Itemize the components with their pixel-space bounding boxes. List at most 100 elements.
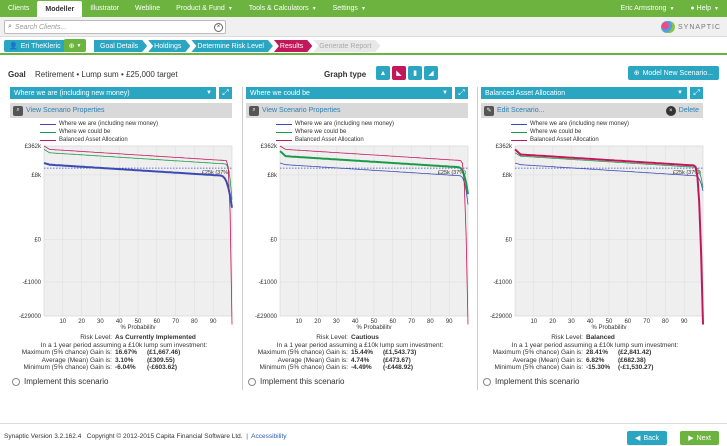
implement-radio[interactable] [12, 377, 20, 386]
scenario-dropdown-value: Where we could be [250, 89, 310, 97]
panel-divider [242, 87, 243, 390]
chevron-down-icon: ▼ [669, 5, 675, 12]
x-tick-label: 30 [568, 319, 575, 325]
graph-type-bar-icon[interactable]: ▮ [408, 66, 422, 80]
user-menu[interactable]: Eric Armstrong ▼ [613, 0, 683, 17]
step-results[interactable]: Results [274, 40, 312, 52]
graph-type-label: Graph type [324, 70, 367, 79]
copyright-text: Copyright © 2012-2015 Capita Financial S… [86, 433, 243, 440]
gain-percent-avg: 4.74% [351, 356, 370, 364]
scenario-dropdown[interactable]: Where we could be ▼ [246, 87, 452, 99]
legend-swatch [40, 139, 56, 141]
workflow-row: 👤 Eri TheKleric ⊕ ▼ Goal Details Holdings … [0, 37, 727, 55]
scenario-dropdown-value: Balanced Asset Allocation [485, 89, 566, 97]
gain-value-avg: (£682.38) [618, 356, 646, 364]
delete-button[interactable]: × Delete [665, 105, 699, 116]
gain-percent-min: -15.30% [586, 364, 611, 371]
model-new-scenario-button[interactable]: ⊕ Model New Scenario... [627, 66, 719, 80]
legend-label: Balanced Asset Allocation [530, 137, 599, 143]
chart-legend: Where we are (including new money) Where … [276, 120, 394, 144]
help-menu[interactable]: ● Help ▼ [682, 0, 727, 17]
x-tick-label: 10 [530, 319, 537, 325]
x-tick-label: 20 [549, 319, 556, 325]
x-tick-label: 40 [352, 319, 359, 325]
implement-radio[interactable] [483, 377, 491, 386]
gain-value-max: (£2,841.42) [618, 349, 652, 356]
x-tick-label: 80 [662, 319, 669, 325]
graph-type-probability-icon[interactable]: ◣ [392, 66, 406, 80]
implement-scenario-option[interactable]: Implement this scenario [248, 377, 344, 386]
series-line-3 [514, 148, 704, 325]
client-name: Eri TheKleric [20, 42, 61, 50]
tab-tools[interactable]: Tools & Calculators ▼ [241, 0, 325, 17]
x-tick-label: 30 [97, 319, 104, 325]
panel-divider [477, 87, 478, 390]
y-tick-label: £8k [267, 173, 278, 179]
y-tick-label: £0 [270, 238, 277, 244]
help-label: Help [696, 5, 712, 12]
risk-summary: Risk Level: Cautious In a 1 year period as… [246, 334, 474, 372]
legend-swatch [40, 131, 56, 133]
gain-value-max: (£1,543.73) [383, 349, 417, 356]
tab-settings[interactable]: Settings ▼ [325, 0, 374, 17]
view-properties-link[interactable]: View Scenario Properties [262, 107, 341, 114]
view-properties-link[interactable]: View Scenario Properties [26, 107, 105, 114]
gain-label-max: Maximum (5% chance) Gain is: [492, 349, 583, 356]
expand-icon[interactable]: ⤢ [219, 87, 232, 99]
next-button[interactable]: ▶ Next [680, 431, 719, 445]
clear-search-icon[interactable]: × [214, 23, 223, 32]
step-generate-report: Generate Report [313, 40, 380, 52]
gain-row-max: Maximum (5% chance) Gain is: 28.41% (£2,84… [481, 349, 709, 357]
graph-type-bell-icon[interactable]: ▲ [376, 66, 390, 80]
legend-item: Where we could be [276, 128, 394, 136]
gain-percent-min: -6.04% [115, 364, 136, 371]
scenario-dropdown-value: Where we are (including new money) [14, 89, 130, 97]
expand-icon[interactable]: ⤢ [455, 87, 468, 99]
scenario-dropdown[interactable]: Balanced Asset Allocation ▼ [481, 87, 687, 99]
tab-webline[interactable]: Webline [135, 5, 161, 12]
gain-label-avg: Average (Mean) Gain is: [41, 356, 112, 364]
expand-icon[interactable]: ⤢ [690, 87, 703, 99]
scenario-dropdown[interactable]: Where we are (including new money) ▼ [10, 87, 216, 99]
edit-scenario-link[interactable]: Edit Scenario... [497, 107, 545, 114]
tab-clients[interactable]: Clients [8, 5, 30, 12]
tab-modeller[interactable]: Modeller [37, 1, 83, 17]
search-icon: ⌕ [8, 23, 12, 30]
series-line-1 [514, 162, 704, 191]
accessibility-link[interactable]: Accessibility [251, 433, 287, 440]
implement-radio[interactable] [248, 377, 256, 386]
risk-period-text: In a 1 year period assuming a £10k lump … [511, 341, 679, 349]
step-goal-details[interactable]: Goal Details [94, 40, 147, 52]
legend-item: Where we could be [40, 128, 158, 136]
legend-label: Balanced Asset Allocation [295, 137, 364, 143]
gain-row-min: Minimum (5% chance) Gain is: -15.30% (-£1,… [481, 364, 709, 372]
nav-spacer [374, 0, 613, 17]
client-button[interactable]: 👤 Eri TheKleric [4, 40, 66, 52]
arrow-right-icon: ▶ [688, 435, 694, 442]
scenario-panel-1: Where we are (including new money) ▼ ⤢ ⌕ Vie… [10, 87, 238, 390]
search-input[interactable]: ⌕ Search Clients... × [4, 20, 226, 34]
step-determine-risk[interactable]: Determine Risk Level [191, 40, 273, 52]
risk-level-value: Balanced [586, 334, 615, 341]
gain-row-min: Minimum (5% chance) Gain is: -4.49% (-£448… [246, 364, 474, 372]
implement-scenario-option[interactable]: Implement this scenario [12, 377, 108, 386]
risk-level-row: Risk Level: Balanced [481, 334, 709, 342]
delete-label: Delete [678, 107, 699, 114]
step-holdings[interactable]: Holdings [148, 40, 190, 52]
scenario-action-bar: ⌕ View Scenario Properties [10, 103, 232, 118]
tab-product-fund[interactable]: Product & Fund ▼ [168, 0, 241, 17]
add-button[interactable]: ⊕ ▼ [64, 39, 86, 52]
tab-illustrator[interactable]: Illustrator [90, 5, 119, 12]
gain-percent-avg: 6.82% [586, 356, 605, 364]
x-tick-label: 30 [333, 319, 340, 325]
scenario-action-bar: ⌕ View Scenario Properties [246, 103, 468, 118]
legend-label: Where we are (including new money) [530, 121, 630, 127]
back-button[interactable]: ◀ Back [627, 431, 667, 445]
x-tick-label: 10 [59, 319, 66, 325]
y-tick-label: -£29000 [19, 314, 42, 320]
tab-product-fund-label: Product & Fund [176, 5, 225, 12]
graph-type-area-icon[interactable]: ◢ [424, 66, 438, 80]
chart-legend: Where we are (including new money) Where … [40, 120, 158, 144]
target-label: £25k (37%) [673, 170, 701, 176]
implement-scenario-option[interactable]: Implement this scenario [483, 377, 579, 386]
